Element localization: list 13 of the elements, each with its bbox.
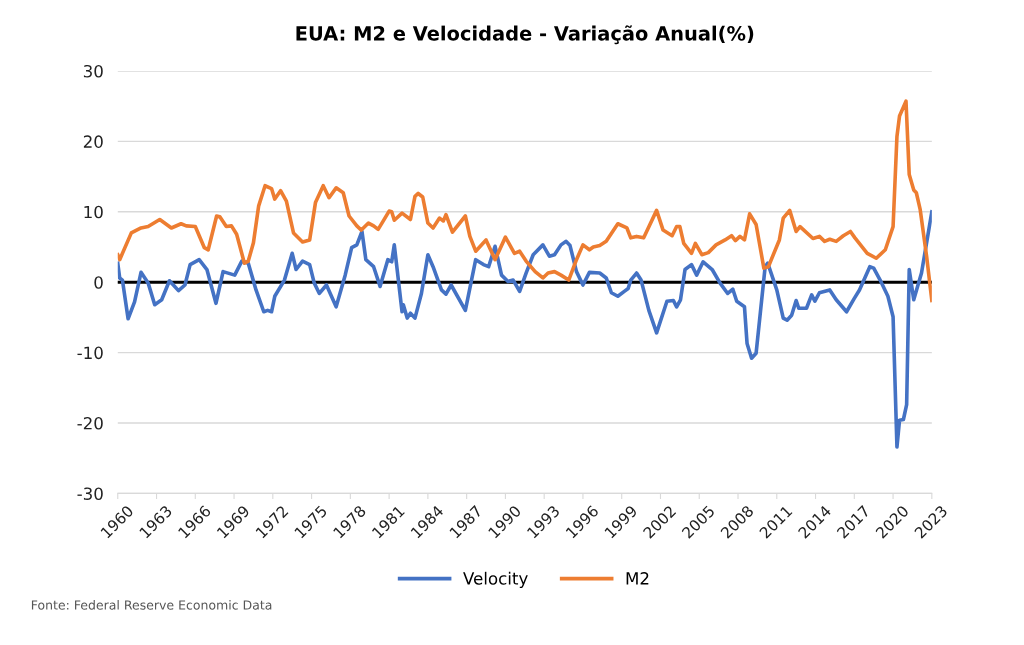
y-tick-label: 30 bbox=[83, 64, 103, 78]
y-tick-label: -10 bbox=[77, 346, 103, 360]
line-series bbox=[117, 209, 932, 449]
y-tick-label: -20 bbox=[77, 416, 103, 430]
y-tick-label: 0 bbox=[94, 276, 103, 289]
legend-label: Velocity bbox=[463, 571, 528, 588]
y-tick-label: 10 bbox=[84, 205, 103, 219]
line-series bbox=[117, 99, 932, 303]
source-note: Fonte: Federal Reserve Economic Data bbox=[31, 600, 272, 610]
y-tick-label: -30 bbox=[77, 487, 103, 500]
chart-title: EUA: M2 e Velocidade - Variação Anual(%) bbox=[296, 25, 754, 45]
legend-label: M2 bbox=[626, 572, 649, 585]
y-tick-label: 20 bbox=[83, 135, 103, 148]
